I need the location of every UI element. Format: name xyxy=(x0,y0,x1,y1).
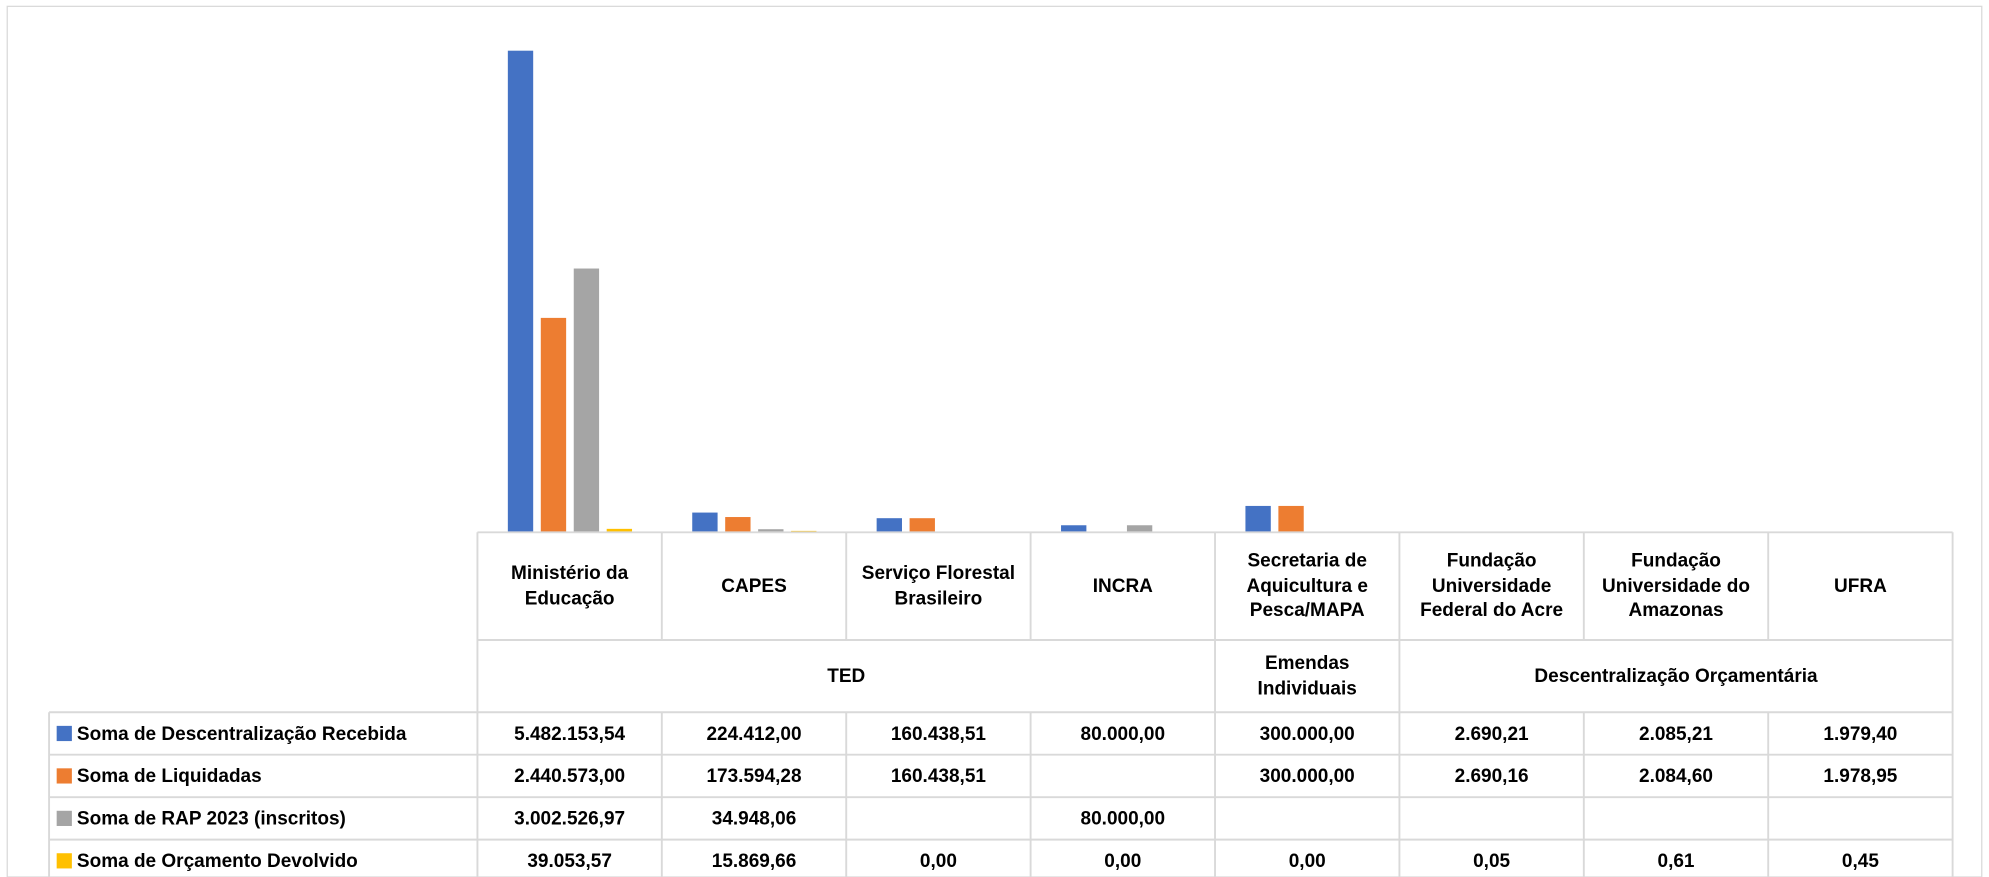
bar xyxy=(540,317,567,533)
bar xyxy=(876,518,902,533)
legend-label: Soma de Liquidadas xyxy=(77,766,262,787)
bar xyxy=(1245,505,1271,533)
bar xyxy=(692,512,718,533)
value-label: 15.869,66 xyxy=(712,851,797,872)
value-label: 80.000,00 xyxy=(1081,724,1166,745)
legend-label: Soma de Descentralização Recebida xyxy=(77,724,407,745)
bar xyxy=(606,528,633,533)
chart-frame xyxy=(6,5,1983,877)
value-label: 173.594,28 xyxy=(706,766,801,787)
bar xyxy=(573,268,600,533)
value-label: 1.979,40 xyxy=(1823,724,1897,745)
category-label: Secretaria de Aquicultura e Pesca/MAPA xyxy=(1246,550,1368,622)
value-label: 80.000,00 xyxy=(1081,809,1166,830)
value-label: 3.002.526,97 xyxy=(514,809,625,830)
category-label-box: Fundação Universidade do Amazonas xyxy=(1602,550,1750,622)
value-label: 5.482.153,54 xyxy=(514,724,625,745)
category-label-box: INCRA xyxy=(1092,575,1153,597)
value-label: 0,45 xyxy=(1842,851,1879,872)
value-label: 2.085,21 xyxy=(1639,724,1713,745)
category-label: INCRA xyxy=(1092,575,1153,597)
bar xyxy=(1278,505,1304,533)
value-label: 0,00 xyxy=(1289,851,1326,872)
bar xyxy=(725,517,751,533)
category-label: Serviço Florestal Brasileiro xyxy=(861,562,1016,609)
legend-label: Soma de Orçamento Devolvido xyxy=(77,851,358,872)
group-label: Descentralização Orçamentária xyxy=(1534,665,1818,687)
value-label: 2.690,21 xyxy=(1455,724,1529,745)
legend-key xyxy=(56,725,72,742)
value-label: 160.438,51 xyxy=(891,766,987,787)
group-label-box: Emendas Individuais xyxy=(1257,652,1357,699)
category-label-box: Serviço Florestal Brasileiro xyxy=(861,562,1016,609)
value-label: 0,00 xyxy=(1104,851,1141,872)
category-label: CAPES xyxy=(721,575,787,597)
legend-key xyxy=(56,810,72,826)
bar xyxy=(1061,525,1087,533)
value-label: 0,05 xyxy=(1473,851,1510,872)
value-label: 2.084,60 xyxy=(1639,766,1713,787)
group-label-box: Descentralização Orçamentária xyxy=(1534,665,1818,687)
bar xyxy=(909,518,935,533)
value-label: 300.000,00 xyxy=(1260,724,1355,745)
category-label: Fundação Universidade do Amazonas xyxy=(1602,550,1750,622)
category-label-box: Fundação Universidade Federal do Acre xyxy=(1420,550,1564,622)
legend-label: Soma de RAP 2023 (inscritos) xyxy=(77,809,346,830)
value-label: 224.412,00 xyxy=(706,724,801,745)
category-label-box: Ministério da Educação xyxy=(510,562,629,609)
bar xyxy=(1126,525,1153,533)
group-label: Emendas Individuais xyxy=(1257,652,1357,699)
category-label: Fundação Universidade Federal do Acre xyxy=(1420,550,1564,622)
group-label-box: TED xyxy=(827,665,866,687)
category-label-box: CAPES xyxy=(721,575,787,597)
legend-key xyxy=(56,853,72,869)
value-label: 2.440.573,00 xyxy=(514,766,625,787)
category-label-box: Secretaria de Aquicultura e Pesca/MAPA xyxy=(1246,550,1368,622)
bar xyxy=(507,50,534,533)
bar xyxy=(758,529,784,533)
value-label: 2.690,16 xyxy=(1455,766,1529,787)
category-label-box: UFRA xyxy=(1833,575,1887,597)
group-label: TED xyxy=(827,665,866,687)
value-label: 160.438,51 xyxy=(891,724,987,745)
value-label: 34.948,06 xyxy=(712,809,797,830)
value-label: 0,00 xyxy=(920,851,957,872)
category-label: UFRA xyxy=(1833,575,1887,597)
value-label: 1.978,95 xyxy=(1823,766,1897,787)
legend-key xyxy=(56,768,72,784)
value-label: 0,61 xyxy=(1658,851,1695,872)
value-label: 39.053,57 xyxy=(527,851,612,872)
value-label: 300.000,00 xyxy=(1260,766,1355,787)
category-label: Ministério da Educação xyxy=(510,562,629,609)
